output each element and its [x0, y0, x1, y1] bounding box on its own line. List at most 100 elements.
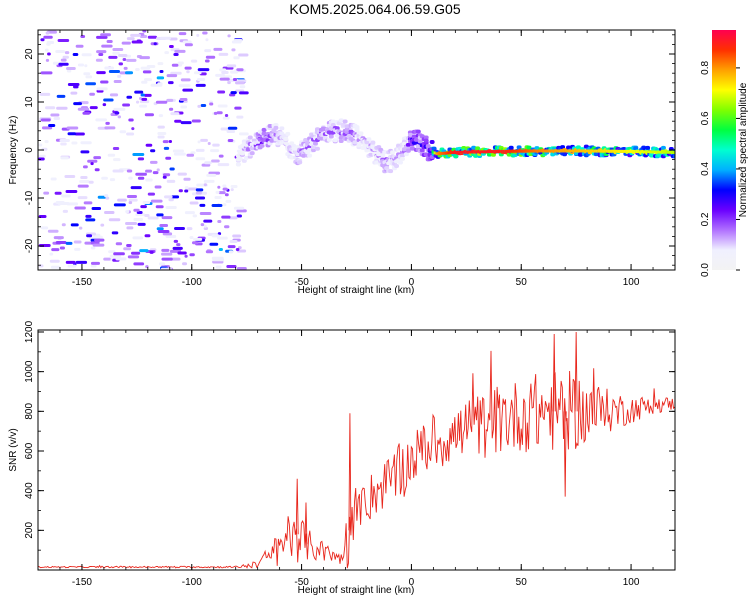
noise-cell [189, 236, 194, 240]
noise-cell [43, 35, 53, 39]
noise-cell [113, 107, 126, 111]
noise-cell [195, 157, 206, 161]
noise-cell [51, 248, 60, 252]
ridge-cell [593, 152, 599, 157]
noise-cell [89, 92, 95, 96]
noise-cell [219, 68, 227, 72]
noise-cell [174, 49, 186, 53]
noise-cell [183, 177, 191, 181]
noise-cell [209, 102, 214, 106]
noise-cell [211, 234, 220, 238]
noise-cell [218, 154, 224, 158]
ridge-cell [328, 134, 334, 139]
noise-cell [234, 106, 242, 110]
ridge-cell [413, 137, 419, 142]
x-tick-label: -100 [182, 577, 202, 588]
noise-cell [112, 51, 120, 55]
noise-cell [79, 179, 90, 183]
noise-cell [156, 168, 160, 172]
noise-cell [170, 112, 180, 116]
noise-cell [199, 203, 206, 207]
noise-cell [236, 267, 247, 270]
ridge-cell [269, 138, 275, 143]
noise-cell [203, 183, 208, 187]
noise-cell [139, 56, 150, 60]
noise-cell [59, 139, 70, 143]
noise-cell [217, 236, 228, 240]
noise-cell [85, 75, 93, 79]
noise-cell [228, 250, 234, 254]
noise-cell [203, 224, 207, 228]
x-tick-label: 100 [623, 577, 640, 588]
ridge-cell [237, 156, 243, 161]
noise-cell [171, 63, 179, 67]
noise-cell [161, 248, 170, 252]
noise-cell [149, 250, 154, 254]
noise-cell [73, 85, 79, 89]
noise-cell [157, 229, 170, 233]
colorbar-tick-label: 0.8 [700, 61, 711, 75]
noise-cell [80, 150, 90, 154]
noise-cell [135, 67, 140, 71]
noise-cell [157, 125, 165, 129]
noise-cell [172, 246, 183, 250]
noise-cell [182, 40, 192, 44]
ridge-cell [344, 127, 350, 132]
y-tick-label: 600 [24, 442, 35, 459]
noise-cell [104, 211, 115, 215]
ridge-cell [550, 152, 556, 157]
noise-cell [75, 260, 88, 264]
noise-cell [74, 247, 81, 251]
noise-cell [238, 91, 249, 95]
noise-cell [217, 185, 221, 189]
ridge-cell [283, 136, 289, 141]
ridge-cell [473, 153, 479, 158]
noise-cell [147, 216, 159, 220]
noise-cell [38, 157, 45, 161]
noise-cell [104, 66, 114, 70]
ridge-cell [399, 156, 405, 161]
noise-cell [187, 187, 198, 191]
noise-cell [126, 58, 137, 62]
noise-cell [166, 98, 174, 102]
noise-cell [122, 58, 127, 62]
noise-cell [186, 227, 193, 231]
noise-cell [47, 229, 59, 233]
noise-cell [81, 53, 92, 57]
noise-cell [157, 62, 164, 66]
ridge-cell [285, 131, 291, 136]
spectrogram-x-ticks: -150 -100 -50 0 50 100 [37, 30, 676, 288]
noise-cell [162, 173, 171, 177]
noise-cell [174, 227, 185, 231]
noise-cell [106, 40, 113, 44]
noise-cell [92, 243, 105, 247]
colorbar-tick-label: 0.0 [700, 263, 711, 277]
noise-cell [89, 106, 98, 110]
noise-cell [49, 259, 60, 263]
noise-cell [86, 234, 93, 238]
noise-cell [131, 127, 135, 131]
noise-cell [49, 252, 54, 256]
noise-cell [230, 184, 238, 188]
x-tick-label: 50 [516, 577, 528, 588]
noise-cell [38, 154, 46, 158]
noise-cell [217, 104, 228, 108]
noise-cell [77, 107, 90, 111]
ridge-cell [330, 119, 336, 124]
noise-cell [162, 232, 173, 236]
noise-cell [166, 179, 176, 183]
noise-cell [217, 232, 222, 236]
noise-cell [128, 198, 138, 202]
noise-cell [192, 241, 199, 245]
noise-cell [172, 149, 184, 153]
noise-cell [101, 176, 108, 180]
noise-cell [211, 204, 223, 208]
ridge-cell [508, 145, 514, 150]
noise-cell [168, 107, 174, 111]
snr-peak [563, 411, 567, 497]
snr-series-line [38, 350, 675, 569]
noise-cell [44, 48, 49, 52]
snr-y-label: SNR (v/v) [8, 428, 19, 471]
noise-cell [96, 50, 107, 54]
